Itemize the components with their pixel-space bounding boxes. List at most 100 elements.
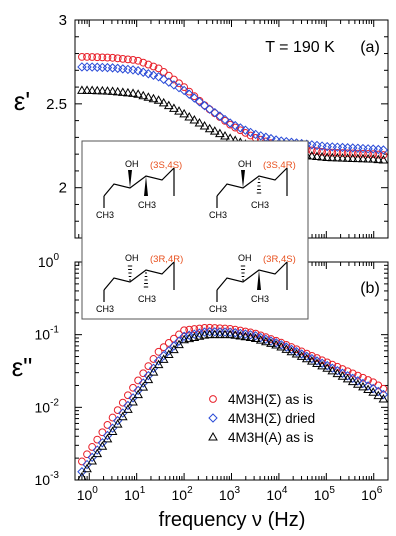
- methyl-wedge-bond: [144, 176, 148, 196]
- legend-label: 4M3H(Σ) as is: [228, 392, 313, 407]
- data-point: [246, 131, 255, 140]
- data-point: [138, 378, 148, 388]
- data-point: [240, 125, 251, 135]
- data-point: [251, 329, 260, 338]
- data-point: [296, 351, 307, 360]
- data-point: [302, 349, 311, 358]
- data-point: [77, 62, 87, 72]
- ch3-label-right: CH3: [138, 200, 156, 210]
- data-point: [364, 376, 372, 384]
- data-point: [134, 56, 143, 65]
- data-point: [312, 151, 322, 161]
- configuration-label: (3S,4R): [263, 160, 296, 171]
- data-point: [153, 72, 164, 82]
- x-tick-exponent: 3: [235, 485, 241, 496]
- data-point: [328, 148, 337, 157]
- data-point: [323, 358, 332, 367]
- data-point: [102, 433, 113, 443]
- data-point: [317, 152, 327, 161]
- ch3-label-left: CH3: [96, 210, 114, 220]
- data-point: [209, 126, 220, 135]
- data-point: [87, 456, 98, 465]
- data-point: [291, 349, 302, 358]
- data-point: [209, 329, 220, 339]
- data-point: [317, 360, 327, 370]
- data-point: [174, 106, 184, 115]
- x-tick-label: 104: [266, 485, 288, 503]
- data-point: [261, 334, 271, 345]
- data-point: [87, 452, 97, 463]
- data-point: [87, 85, 98, 95]
- y-tick-exponent: -3: [50, 470, 59, 481]
- oh-wedge-bond: [128, 170, 132, 188]
- data-point: [143, 374, 154, 384]
- data-point: [342, 153, 353, 162]
- y-tick-label: 2: [59, 180, 67, 197]
- data-point: [169, 344, 179, 354]
- x-tick-label: 101: [124, 485, 146, 503]
- data-point: [332, 368, 343, 378]
- data-point: [297, 347, 306, 356]
- data-point: [77, 85, 87, 94]
- data-point: [148, 93, 159, 103]
- data-point: [250, 129, 261, 140]
- data-point: [373, 390, 384, 400]
- data-point: [235, 330, 246, 340]
- panel-a: 22.53 T = 190 K (a) ε': [14, 12, 389, 239]
- data-point: [250, 331, 261, 341]
- data-point: [139, 369, 148, 378]
- data-point: [97, 85, 108, 95]
- data-point: [255, 335, 266, 344]
- data-point: [189, 329, 200, 339]
- data-point: [256, 331, 265, 340]
- data-point: [154, 347, 163, 356]
- data-point: [378, 389, 389, 400]
- data-point: [148, 367, 159, 376]
- x-tick-exponent: 6: [377, 485, 383, 496]
- data-point: [138, 67, 148, 77]
- data-point: [378, 155, 389, 164]
- data-point: [158, 354, 169, 363]
- data-point: [368, 387, 379, 396]
- data-point: [347, 376, 358, 386]
- oh-label: OH: [238, 159, 252, 169]
- data-point: [128, 393, 138, 403]
- data-point: [307, 351, 316, 360]
- data-point: [322, 360, 332, 371]
- data-point: [379, 151, 388, 159]
- legend-marker: [208, 431, 218, 441]
- data-point: [348, 373, 358, 384]
- data-point: [286, 344, 297, 355]
- y-tick-exponent: 0: [53, 252, 59, 263]
- data-point: [368, 154, 379, 163]
- data-point: [333, 148, 342, 157]
- oh-wedge-bond: [241, 170, 245, 188]
- data-point: [103, 53, 112, 62]
- data-point: [337, 368, 348, 378]
- data-point: [266, 338, 276, 347]
- data-point: [123, 87, 133, 97]
- data-point: [271, 338, 281, 348]
- x-axis-label: frequency ν (Hz): [159, 509, 306, 531]
- data-point: [220, 114, 230, 125]
- data-point: [281, 344, 292, 353]
- data-point: [97, 62, 108, 73]
- molecule-3: OH CH3 CH3 (3R,4R): [96, 253, 183, 314]
- data-point: [313, 147, 321, 156]
- data-point: [230, 330, 241, 339]
- data-point: [143, 92, 154, 101]
- data-point: [266, 336, 276, 346]
- data-point: [301, 353, 312, 363]
- data-point: [368, 383, 378, 394]
- data-point: [92, 445, 102, 455]
- data-point: [204, 104, 215, 114]
- configuration-label: (3R,4R): [150, 254, 183, 265]
- legend: 4M3H(Σ) as is 4M3H(Σ) dried 4M3H(A) as is: [208, 392, 315, 445]
- x-tick-exponent: 0: [92, 485, 98, 496]
- data-point: [138, 90, 149, 100]
- data-point: [144, 60, 153, 69]
- data-point: [342, 373, 353, 383]
- data-point: [128, 396, 138, 406]
- panel-a-series: [77, 52, 389, 164]
